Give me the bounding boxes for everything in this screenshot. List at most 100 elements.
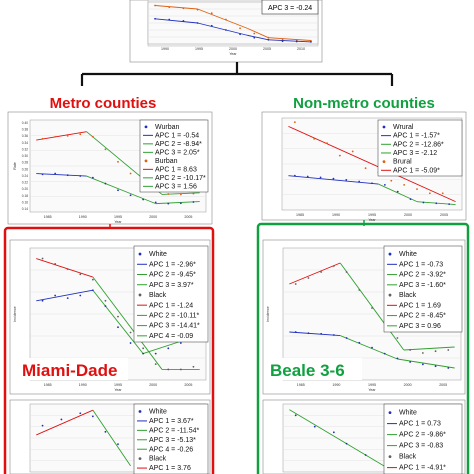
- beale-group-box: [256, 222, 470, 474]
- data-point: [307, 332, 310, 335]
- data-point: [196, 22, 199, 24]
- legend-label: APC 2 = -10.17*: [155, 175, 206, 182]
- data-point: [435, 202, 438, 205]
- legend-marker: [144, 159, 148, 163]
- y-tick-label: 0.22: [22, 181, 28, 185]
- legend-label: Wrural: [393, 124, 414, 131]
- fit-segment: [246, 27, 269, 39]
- legend-label: Black: [399, 292, 417, 299]
- data-point: [210, 12, 213, 15]
- legend-label: White: [149, 409, 167, 416]
- x-tick-label: 1995: [368, 213, 376, 217]
- legend-label: APC 4 = -0.09: [149, 333, 193, 340]
- data-point: [345, 178, 348, 181]
- x-tick-label: 2000: [149, 383, 157, 387]
- fit-segment: [36, 289, 93, 302]
- fit-segment: [289, 409, 385, 467]
- legend-box: [133, 403, 209, 474]
- legend-label: APC 1 = 3.67*: [149, 418, 194, 425]
- data-point: [117, 189, 119, 192]
- data-point: [239, 33, 241, 36]
- x-tick-label: 1995: [114, 383, 122, 387]
- bracket-connector: [80, 62, 394, 86]
- data-point: [168, 6, 171, 9]
- y-tick-label: 0.30: [22, 154, 28, 158]
- x-axis-label: Year: [114, 220, 122, 224]
- data-point: [447, 349, 450, 351]
- data-point: [421, 363, 424, 366]
- data-point: [371, 182, 373, 185]
- y-tick-label: 0.16: [22, 200, 28, 204]
- x-tick-label: 1990: [332, 213, 340, 217]
- data-point: [390, 179, 393, 182]
- data-point: [192, 365, 195, 368]
- data-point: [409, 349, 412, 351]
- data-point: [79, 294, 82, 297]
- data-point: [79, 273, 82, 276]
- legend-box: [383, 245, 463, 333]
- legend-apc-label: APC 3 = -0.24: [268, 5, 312, 12]
- x-tick-label: 2000: [229, 47, 237, 51]
- data-point: [448, 203, 451, 206]
- legend-label: APC 3 = -14.41*: [149, 323, 200, 330]
- fit-segment: [36, 173, 87, 177]
- data-point: [371, 307, 373, 309]
- legend-label: Black: [399, 454, 417, 461]
- data-point: [117, 443, 119, 446]
- legend-label: APC 1 = -0.73: [399, 261, 443, 268]
- data-point: [179, 193, 182, 196]
- x-tick-label: 1995: [114, 215, 122, 219]
- data-point: [192, 192, 195, 195]
- legend-label: APC 3 = -1.60*: [399, 282, 446, 289]
- x-tick-label: 1990: [79, 383, 87, 387]
- x-axis-label: Year: [368, 388, 376, 392]
- data-point: [168, 18, 171, 21]
- y-tick-label: 0.24: [22, 174, 28, 178]
- data-point: [320, 271, 323, 273]
- x-tick-label: 1990: [332, 383, 340, 387]
- legend-label: White: [399, 251, 417, 258]
- data-point: [154, 17, 156, 20]
- x-tick-label: 2005: [440, 213, 448, 217]
- x-tick-label: 1985: [297, 383, 305, 387]
- fit-segment: [92, 409, 131, 467]
- legend-label: APC 2 = -3.92*: [399, 272, 446, 279]
- legend-label: Black: [149, 292, 167, 299]
- data-point: [371, 346, 373, 349]
- data-point: [129, 172, 132, 175]
- x-tick-label: 2005: [184, 383, 192, 387]
- legend-box: [139, 119, 209, 193]
- fit-segment: [92, 289, 144, 354]
- data-point: [91, 278, 94, 281]
- y-tick-label: 0.18: [22, 194, 28, 198]
- fit-segment: [92, 276, 131, 328]
- data-point: [313, 138, 316, 140]
- data-point: [364, 454, 367, 456]
- miami-group-box: [3, 226, 215, 474]
- legend-marker: [138, 410, 142, 413]
- data-point: [91, 135, 94, 138]
- y-tick-label: 0.36: [22, 134, 28, 138]
- legend-label: APC 2 = -9.45*: [149, 272, 196, 279]
- legend-marker: [138, 252, 142, 256]
- data-point: [167, 347, 170, 350]
- data-point: [225, 29, 227, 31]
- data-point: [239, 27, 241, 30]
- x-tick-label: 1985: [44, 215, 52, 219]
- data-point: [313, 425, 316, 428]
- legend-label: APC 1 = 1.69: [399, 302, 441, 309]
- data-point: [192, 201, 195, 203]
- nonmetro-chart-panel: 1985 1990 1995 2000 2005 Year Wrural APC 1 = -…: [261, 111, 467, 222]
- data-point: [41, 257, 44, 260]
- x-axis-label: Year: [368, 218, 376, 222]
- x-tick-label: 2000: [404, 213, 412, 217]
- data-point: [409, 198, 412, 201]
- data-point: [91, 415, 94, 418]
- data-point: [79, 175, 82, 177]
- data-point: [225, 18, 227, 21]
- data-point: [154, 352, 157, 355]
- data-point: [396, 357, 399, 360]
- data-point: [196, 8, 199, 11]
- data-point: [332, 177, 335, 180]
- fit-segment: [155, 201, 200, 205]
